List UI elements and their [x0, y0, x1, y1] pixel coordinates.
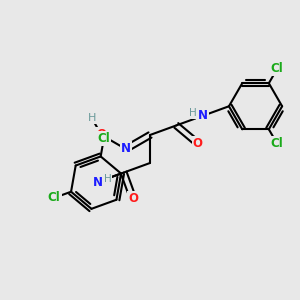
Text: Cl: Cl — [271, 62, 284, 75]
Text: H: H — [103, 174, 111, 184]
Text: Cl: Cl — [271, 137, 284, 150]
Text: O: O — [97, 128, 106, 142]
Text: Cl: Cl — [48, 191, 60, 205]
Text: N: N — [198, 109, 208, 122]
Text: Cl: Cl — [98, 132, 110, 145]
Text: H: H — [189, 108, 196, 118]
Text: N: N — [92, 176, 102, 189]
Text: O: O — [128, 192, 138, 206]
Text: H: H — [88, 113, 96, 123]
Text: O: O — [193, 137, 203, 150]
Text: N: N — [121, 142, 131, 155]
